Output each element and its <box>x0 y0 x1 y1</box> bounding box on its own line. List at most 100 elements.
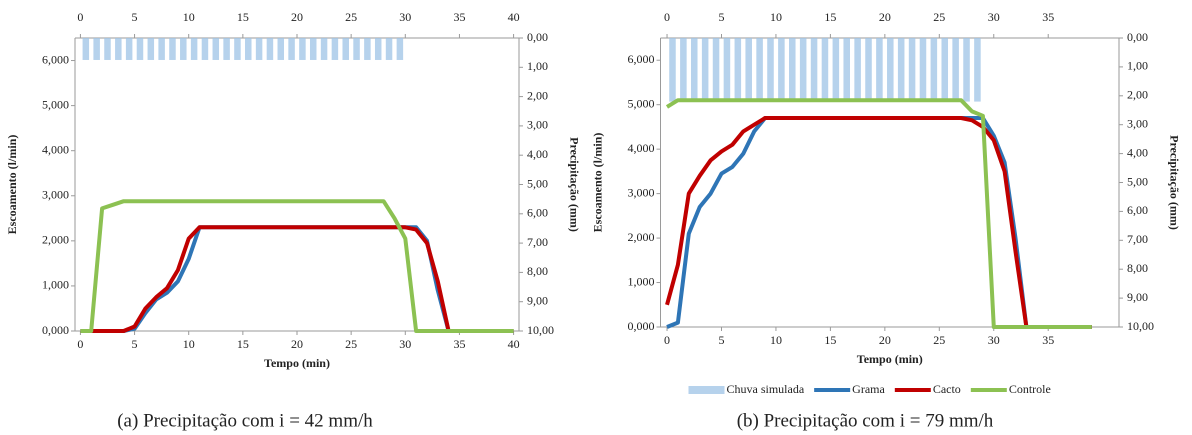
rain-bar <box>374 38 382 60</box>
rain-bar <box>93 38 100 60</box>
rain-bar <box>701 38 709 102</box>
y-tick-label: 5,000 <box>42 97 69 111</box>
rain-bar <box>908 38 916 102</box>
x-tick-label: 5 <box>718 333 724 347</box>
rain-bar <box>309 38 317 60</box>
x-top-tick-label: 0 <box>77 10 83 24</box>
x-top-tick-label: 25 <box>933 10 945 24</box>
rain-bar <box>266 38 274 60</box>
rain-bar <box>104 38 111 60</box>
series-line <box>80 225 514 333</box>
x-top-tick-label: 5 <box>718 10 724 24</box>
y-tick-label: 0,000 <box>628 319 655 333</box>
rain-bar <box>277 38 285 60</box>
rain-bar <box>854 38 861 102</box>
x-tick-label: 25 <box>933 333 945 347</box>
y2-tick-label: 10,00 <box>1127 319 1154 333</box>
rain-bar <box>158 38 165 60</box>
y2-tick-label: 2,00 <box>1127 88 1148 102</box>
legend-swatch <box>688 386 725 394</box>
rain-bar <box>810 38 818 102</box>
y-tick-label: 4,000 <box>42 142 69 156</box>
x-top-tick-label: 10 <box>770 10 782 24</box>
rain-bar <box>897 38 905 102</box>
rain-bar <box>299 38 306 60</box>
x-top-tick-label: 35 <box>453 10 465 24</box>
x-top-tick-label: 10 <box>183 10 195 24</box>
rain-bar <box>245 38 252 60</box>
rain-bar <box>190 38 198 60</box>
x-tick-label: 15 <box>824 333 836 347</box>
y2-tick-label: 2,00 <box>527 88 548 102</box>
x-top-tick-label: 0 <box>664 10 670 24</box>
rain-bar <box>963 38 970 102</box>
rain-bar <box>288 38 295 60</box>
series-line <box>665 116 1092 329</box>
y2-tick-label: 0,00 <box>527 30 548 44</box>
rain-bar <box>778 38 785 102</box>
y2-tick-label: 5,00 <box>527 176 548 190</box>
rain-bar <box>364 38 371 60</box>
series-line <box>666 116 1092 329</box>
x-tick-label: 35 <box>453 337 465 351</box>
x-axis-title: Tempo (min) <box>264 356 330 370</box>
x-tick-label: 5 <box>132 337 138 351</box>
x-tick-label: 20 <box>291 337 303 351</box>
rain-bar <box>115 38 122 60</box>
rain-bar <box>734 38 742 102</box>
rain-bar <box>680 38 687 102</box>
x-tick-label: 30 <box>399 337 411 351</box>
y2-tick-label: 1,00 <box>1127 59 1148 73</box>
x-tick-label: 0 <box>664 333 670 347</box>
x-tick-label: 0 <box>77 337 83 351</box>
x-axis-title: Tempo (min) <box>857 352 923 366</box>
rain-bar <box>941 38 949 102</box>
rain-bar <box>843 38 850 102</box>
series-line <box>80 199 514 333</box>
x-top-tick-label: 15 <box>824 10 836 24</box>
y2-tick-label: 4,00 <box>1127 145 1148 159</box>
y2-tick-label: 7,00 <box>527 235 548 249</box>
x-top-tick-label: 30 <box>399 10 411 24</box>
y-tick-label: 0,000 <box>42 323 69 337</box>
y2-tick-label: 6,00 <box>527 206 548 220</box>
rain-bar <box>756 38 763 102</box>
x-top-tick-label: 35 <box>1042 10 1054 24</box>
legend-label: Controle <box>1009 382 1051 396</box>
y2-tick-label: 9,00 <box>527 293 548 307</box>
x-tick-label: 20 <box>879 333 891 347</box>
y2-axis-title: Precipitação (mm) <box>1167 135 1181 230</box>
y-tick-label: 2,000 <box>42 233 69 247</box>
caption: (b) Precipitação com i = 79 mm/h <box>737 410 994 431</box>
x-tick-label: 35 <box>1042 333 1054 347</box>
rain-bar <box>201 38 209 60</box>
caption: (a) Precipitação com i = 42 mm/h <box>117 410 373 431</box>
rain-bar <box>952 38 959 102</box>
rain-bar <box>385 38 393 60</box>
y2-tick-label: 3,00 <box>527 118 548 132</box>
series-line <box>665 98 1092 329</box>
y-tick-label: 6,000 <box>628 52 655 66</box>
rain-bar <box>799 38 807 102</box>
x-tick-label: 25 <box>345 337 357 351</box>
rain-bar <box>876 38 883 102</box>
rain-bar <box>767 38 774 102</box>
rain-bar <box>789 38 796 102</box>
rain-bar <box>353 38 360 60</box>
rain-bar <box>832 38 840 102</box>
y2-tick-label: 5,00 <box>1127 174 1148 188</box>
x-top-tick-label: 5 <box>132 10 138 24</box>
legend-label: Grama <box>852 382 885 396</box>
rain-bar <box>331 38 339 60</box>
x-tick-label: 15 <box>237 337 249 351</box>
rain-bar <box>930 38 938 102</box>
x-tick-label: 10 <box>183 337 195 351</box>
y-tick-label: 3,000 <box>628 185 655 199</box>
rain-bar <box>723 38 731 102</box>
rain-bar <box>136 38 144 60</box>
rain-bar <box>887 38 894 102</box>
rain-bar <box>821 38 829 102</box>
rain-bar <box>320 38 328 60</box>
y-tick-label: 6,000 <box>42 52 69 66</box>
rain-bar <box>974 38 981 102</box>
